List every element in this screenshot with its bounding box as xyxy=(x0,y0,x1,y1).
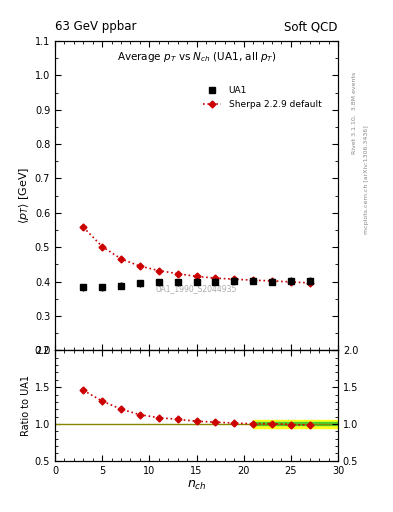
Y-axis label: $\langle p_T \rangle$ [GeV]: $\langle p_T \rangle$ [GeV] xyxy=(17,167,31,224)
Legend: UA1, Sherpa 2.2.9 default: UA1, Sherpa 2.2.9 default xyxy=(200,82,325,112)
Text: mcplots.cern.ch [arXiv:1306.3436]: mcplots.cern.ch [arXiv:1306.3436] xyxy=(364,125,369,233)
Text: UA1_1990_S2044935: UA1_1990_S2044935 xyxy=(156,284,237,293)
Y-axis label: Ratio to UA1: Ratio to UA1 xyxy=(20,375,31,436)
Text: Rivet 3.1.10,  3.8M events: Rivet 3.1.10, 3.8M events xyxy=(352,72,357,154)
Text: Soft QCD: Soft QCD xyxy=(285,20,338,33)
Text: 63 GeV ppbar: 63 GeV ppbar xyxy=(55,20,136,33)
X-axis label: $n_{ch}$: $n_{ch}$ xyxy=(187,478,206,492)
Text: Average $p_T$ vs $N_{ch}$ (UA1, all $p_T$): Average $p_T$ vs $N_{ch}$ (UA1, all $p_T… xyxy=(117,50,276,64)
